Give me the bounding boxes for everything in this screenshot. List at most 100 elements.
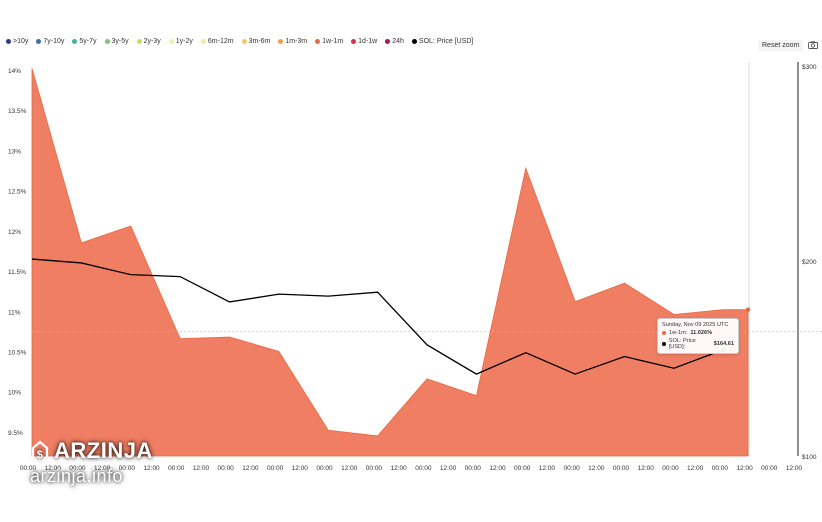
x-tick-label: 00:00: [366, 465, 383, 472]
legend-dot-icon: [6, 39, 11, 44]
legend-dot-icon: [315, 39, 321, 44]
x-tick-label: 00:00: [218, 465, 235, 472]
camera-icon[interactable]: [808, 41, 818, 49]
legend-label: 1y-2y: [175, 38, 193, 45]
y-right-tick-label: $300: [802, 64, 817, 71]
y-left-tick-label: 10%: [8, 390, 21, 397]
x-tick-label: 00:00: [712, 465, 729, 472]
legend-dot-icon: [36, 39, 42, 44]
x-tick-label: 12:00: [45, 465, 62, 472]
legend-item[interactable]: 3y-5y: [104, 38, 129, 45]
legend-item[interactable]: SOL: Price [USD]: [411, 38, 474, 45]
x-tick-label: 00:00: [119, 465, 136, 472]
x-tick-label: 12:00: [638, 465, 655, 472]
x-tick-label: 12:00: [736, 465, 753, 472]
legend: >10y 7y-10y 5y-7y 3y-5y 2y-3y 1y-2y 6m-12m 3m-6…: [6, 38, 473, 45]
legend-dot-icon: [351, 39, 357, 44]
legend-dot-icon: [241, 39, 247, 44]
y-left-tick-label: 10.5%: [8, 349, 27, 356]
x-tick-label: 12:00: [242, 465, 259, 472]
legend-dot-icon: [168, 39, 174, 44]
y-left-tick-label: 14%: [8, 68, 21, 75]
x-tick-label: 12:00: [143, 465, 160, 472]
legend-dot-icon: [104, 39, 110, 44]
watermark-url: arzinja.info: [30, 466, 124, 486]
legend-label: 1m-3m: [285, 38, 308, 45]
legend-label: 5y-7y: [79, 38, 97, 45]
x-tick-label: 12:00: [489, 465, 506, 472]
legend-label: 1w-1m: [322, 38, 344, 45]
y-right-tick-label: $200: [802, 259, 817, 266]
legend-dot-icon: [136, 39, 142, 44]
legend-label: 1d-1w: [358, 38, 378, 45]
legend-item[interactable]: 5y-7y: [72, 38, 97, 45]
x-tick-label: 12:00: [391, 465, 408, 472]
legend-label: 3m-6m: [248, 38, 271, 45]
y-left-tick-label: 12%: [8, 229, 21, 236]
y-left-tick-label: 12.5%: [8, 189, 27, 196]
legend-item[interactable]: 2y-3y: [136, 38, 161, 45]
legend-dot-icon: [72, 39, 78, 44]
tooltip-series1-value: 11.026%: [690, 330, 713, 336]
y-left-tick-label: 13%: [8, 148, 21, 155]
x-tick-label: 12:00: [94, 465, 111, 472]
x-tick-label: 00:00: [267, 465, 284, 472]
tooltip-row-sol: SOL: Price [USD]: $164.61: [662, 338, 734, 350]
legend-dot-icon: [385, 39, 391, 44]
tooltip-row-1w-1m: 1w-1m: 11.026%: [662, 330, 734, 336]
y-left-tick-label: 11.5%: [8, 269, 26, 276]
legend-item[interactable]: 3m-6m: [241, 38, 271, 45]
legend-label: 7y-10y: [43, 38, 65, 45]
watermark: $ ARZINJA arzinja.info: [30, 438, 153, 487]
watermark-logo: $ ARZINJA: [30, 438, 153, 464]
tooltip-date: Sunday, Nov 09 2025 UTC: [662, 322, 729, 328]
legend-dot-icon: [411, 39, 417, 44]
x-tick-label: 00:00: [662, 465, 679, 472]
tooltip-series2-label: SOL: Price [USD]:: [668, 338, 696, 350]
tooltip-series1-label: 1w-1m:: [669, 330, 688, 336]
tooltip-dot-icon: [662, 331, 666, 335]
x-tick-label: 00:00: [465, 465, 482, 472]
watermark-brand: ARZINJA: [54, 438, 153, 463]
legend-label: 24h: [392, 38, 404, 45]
area-series-1w-1m: [31, 68, 749, 457]
line-series-sol-price: [31, 258, 724, 375]
legend-item[interactable]: 1d-1w: [351, 38, 377, 45]
x-tick-label: 00:00: [20, 465, 37, 472]
legend-dot-icon: [200, 39, 206, 44]
y-left-tick-label: 9.5%: [8, 430, 23, 437]
x-tick-label: 00:00: [514, 465, 531, 472]
legend-item[interactable]: >10y: [6, 38, 28, 45]
x-tick-label: 00:00: [316, 465, 333, 472]
svg-text:$: $: [37, 449, 44, 461]
legend-item[interactable]: 6m-12m: [200, 38, 234, 45]
x-tick-label: 00:00: [69, 465, 86, 472]
legend-item[interactable]: 1y-2y: [168, 38, 193, 45]
x-tick-label: 12:00: [193, 465, 210, 472]
legend-label: SOL: Price [USD]: [418, 38, 474, 45]
legend-item[interactable]: 7y-10y: [36, 38, 64, 45]
y-right-tick-label: $100: [802, 454, 817, 461]
tooltip: Sunday, Nov 09 2025 UTC 1w-1m: 11.026% S…: [657, 318, 739, 354]
legend-dot-icon: [278, 39, 284, 44]
reset-zoom-button[interactable]: Reset zoom: [758, 40, 804, 51]
tooltip-series2-value: $164.61: [713, 341, 734, 347]
legend-item[interactable]: 1m-3m: [278, 38, 307, 45]
x-tick-label: 12:00: [786, 465, 803, 472]
x-tick-label: 12:00: [687, 465, 704, 472]
x-tick-label: 00:00: [613, 465, 630, 472]
x-tick-label: 12:00: [341, 465, 358, 472]
x-tick-label: 00:00: [563, 465, 580, 472]
legend-label: 6m-12m: [207, 38, 234, 45]
y-left-tick-label: 13.5%: [8, 108, 27, 115]
area-marker: [745, 307, 751, 312]
x-tick-label: 00:00: [761, 465, 778, 472]
x-tick-label: 12:00: [539, 465, 556, 472]
y-left-tick-label: 11%: [8, 309, 21, 316]
legend-item[interactable]: 24h: [385, 38, 404, 45]
legend-label: 2y-3y: [143, 38, 161, 45]
x-tick-label: 12:00: [588, 465, 605, 472]
legend-item[interactable]: 1w-1m: [315, 38, 343, 45]
legend-label: 3y-5y: [111, 38, 129, 45]
